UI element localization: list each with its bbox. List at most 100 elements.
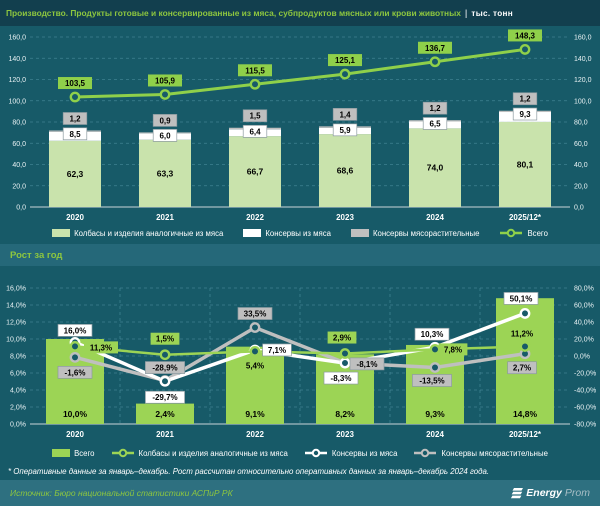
legend-swatch-kolbasy xyxy=(52,229,71,237)
data-label-konservy-myasa-box xyxy=(242,124,268,138)
data-label-growth-text: 2,9% xyxy=(333,334,351,343)
legend-item-vsego: Всего xyxy=(52,448,95,458)
y-axis-tick-left: 40,0 xyxy=(12,162,26,169)
data-label-growth-box xyxy=(503,292,539,305)
y-axis-tick-left: 60,0 xyxy=(12,141,26,148)
y-axis-tick-right: 40,0 xyxy=(574,162,588,169)
production-chart-legend: Колбасы и изделия аналогичные из мяса Ко… xyxy=(0,222,600,244)
total-line-marker xyxy=(339,68,351,80)
data-label-konservy-myasa-text: 8,5 xyxy=(69,130,81,139)
growth-chart: 0,0% 2,0% 4,0% 6,0% 8,0% 10,0% 12,0% 14,0% 16,0%… xyxy=(6,286,596,440)
data-label-growth-text: 11,2% xyxy=(511,329,533,338)
data-label-growth-text: 50,1% xyxy=(510,294,533,303)
y-axis-tick-right: 60,0 xyxy=(574,141,588,148)
legend-label: Всего xyxy=(74,448,95,458)
total-line-marker xyxy=(159,89,171,100)
data-label-growth-box xyxy=(57,324,93,337)
y-axis-tick-left: 12,0% xyxy=(6,320,26,327)
growth-line xyxy=(74,311,526,384)
growth-line-marker xyxy=(339,357,351,369)
growth-line-marker xyxy=(159,349,171,361)
data-label-growth-box xyxy=(349,357,385,371)
data-label-konservy-myasa-text: 9,3 xyxy=(519,110,531,119)
y-axis-tick-right: -60,0% xyxy=(574,405,596,412)
legend-item-vsego-line: Всего xyxy=(499,228,548,238)
y-axis-tick-right: 20,0% xyxy=(574,337,594,344)
data-label-total-box xyxy=(328,54,362,67)
y-axis-tick-left: 100,0 xyxy=(8,98,26,105)
data-label-growth-box xyxy=(412,374,452,387)
data-label-growth-text: 10,3% xyxy=(421,330,444,339)
data-label-konservy-myasa-text: 5,9 xyxy=(339,126,351,135)
growth-section-title: Рост за год xyxy=(10,249,63,261)
data-label-total-text: 115,5 xyxy=(245,66,265,75)
legend-label: Консервы мясорастительные xyxy=(372,228,480,238)
legend-item-konservy-mr: Консервы мясорастительные xyxy=(350,228,480,238)
y-axis-tick-left: 160,0 xyxy=(8,35,26,42)
growth-line-marker xyxy=(249,346,261,357)
data-label-growth-box xyxy=(150,332,180,345)
data-label-konservy-mr-text: 1,2 xyxy=(429,104,441,113)
data-label-kolbasy: 62,3 xyxy=(67,169,84,179)
legend-line-marker-icon xyxy=(304,448,327,458)
data-label-konservy-mr-text: 1,2 xyxy=(519,95,531,104)
x-axis-label: 2021 xyxy=(156,213,174,222)
y-axis-tick-right: -20,0% xyxy=(574,371,596,378)
data-label-vsego: 14,8% xyxy=(513,409,538,419)
data-label-konservy-myasa-box xyxy=(512,107,538,121)
growth-line-marker xyxy=(429,362,441,373)
y-axis-tick-right: 80,0% xyxy=(574,286,594,293)
data-label-kolbasy: 68,6 xyxy=(337,166,354,176)
x-axis-label: 2025/12* xyxy=(509,430,542,439)
data-label-konservy-mr-text: 1,5 xyxy=(249,112,261,121)
page-title: Производство. Продукты готовые и консерв… xyxy=(6,8,461,18)
x-axis-label: 2022 xyxy=(246,213,264,222)
growth-line-marker xyxy=(429,343,441,355)
data-label-kolbasy: 66,7 xyxy=(247,167,264,177)
total-line-marker xyxy=(429,56,441,68)
data-label-growth-box xyxy=(438,343,468,356)
data-label-growth-box xyxy=(57,366,93,379)
bar-segment-kolbasy xyxy=(229,136,281,207)
y-axis-tick-left: 6,0% xyxy=(10,371,26,378)
data-label-growth-text: 1,5% xyxy=(156,335,174,344)
data-label-vsego: 9,1% xyxy=(245,409,265,419)
y-axis-tick-left: 80,0 xyxy=(12,120,26,127)
legend-item-konservy-myasa-line: Консервы из мяса xyxy=(304,448,397,458)
data-label-growth-text: 2,7% xyxy=(513,364,531,373)
y-axis-tick-right: 80,0 xyxy=(574,120,588,127)
y-axis-tick-right: 0,0% xyxy=(574,354,590,361)
data-label-growth-text: 16,0% xyxy=(64,326,87,335)
data-label-konservy-myasa-box xyxy=(152,129,178,142)
growth-line-marker xyxy=(519,308,531,319)
data-label-growth-text: 7,1% xyxy=(268,346,286,355)
footer: Источник: Бюро национальной статистики А… xyxy=(0,480,600,506)
legend-line-marker-icon xyxy=(414,448,437,458)
units-label: тыс. тонн xyxy=(471,8,513,18)
y-axis-tick-left: 20,0 xyxy=(12,183,26,190)
growth-line-marker xyxy=(519,341,531,352)
footnote: * Оперативные данные за январь–декабрь. … xyxy=(8,466,490,476)
data-label-growth-box xyxy=(323,371,359,385)
x-axis-label: 2023 xyxy=(336,430,354,439)
data-label-growth-box xyxy=(145,390,185,404)
data-label-growth-text: -8,3% xyxy=(331,374,352,383)
total-line xyxy=(74,47,526,99)
x-axis-label: 2025/12* xyxy=(509,213,542,222)
data-label-kolbasy: 80,1 xyxy=(517,159,534,169)
data-label-growth-box xyxy=(84,341,118,354)
y-axis-tick-left: 120,0 xyxy=(8,77,26,84)
x-axis-label: 2021 xyxy=(156,430,174,439)
legend-line-marker-icon xyxy=(111,448,134,458)
energyprom-icon xyxy=(511,487,524,498)
legend-item-kolbasy-line: Колбасы и изделия аналогичные из мяса xyxy=(111,448,288,458)
y-axis-tick-left: 10,0% xyxy=(6,337,26,344)
data-label-growth-box xyxy=(505,327,539,340)
growth-chart-legend: Всего Колбасы и изделия аналогичные из м… xyxy=(0,444,600,462)
growth-line-marker xyxy=(69,351,81,363)
data-label-total-text: 136,7 xyxy=(425,44,446,53)
data-label-growth-box xyxy=(262,343,292,357)
legend-swatch-vsego xyxy=(52,449,71,457)
data-label-kolbasy: 74,0 xyxy=(427,163,444,173)
data-label-konservy-mr-box xyxy=(62,112,88,125)
